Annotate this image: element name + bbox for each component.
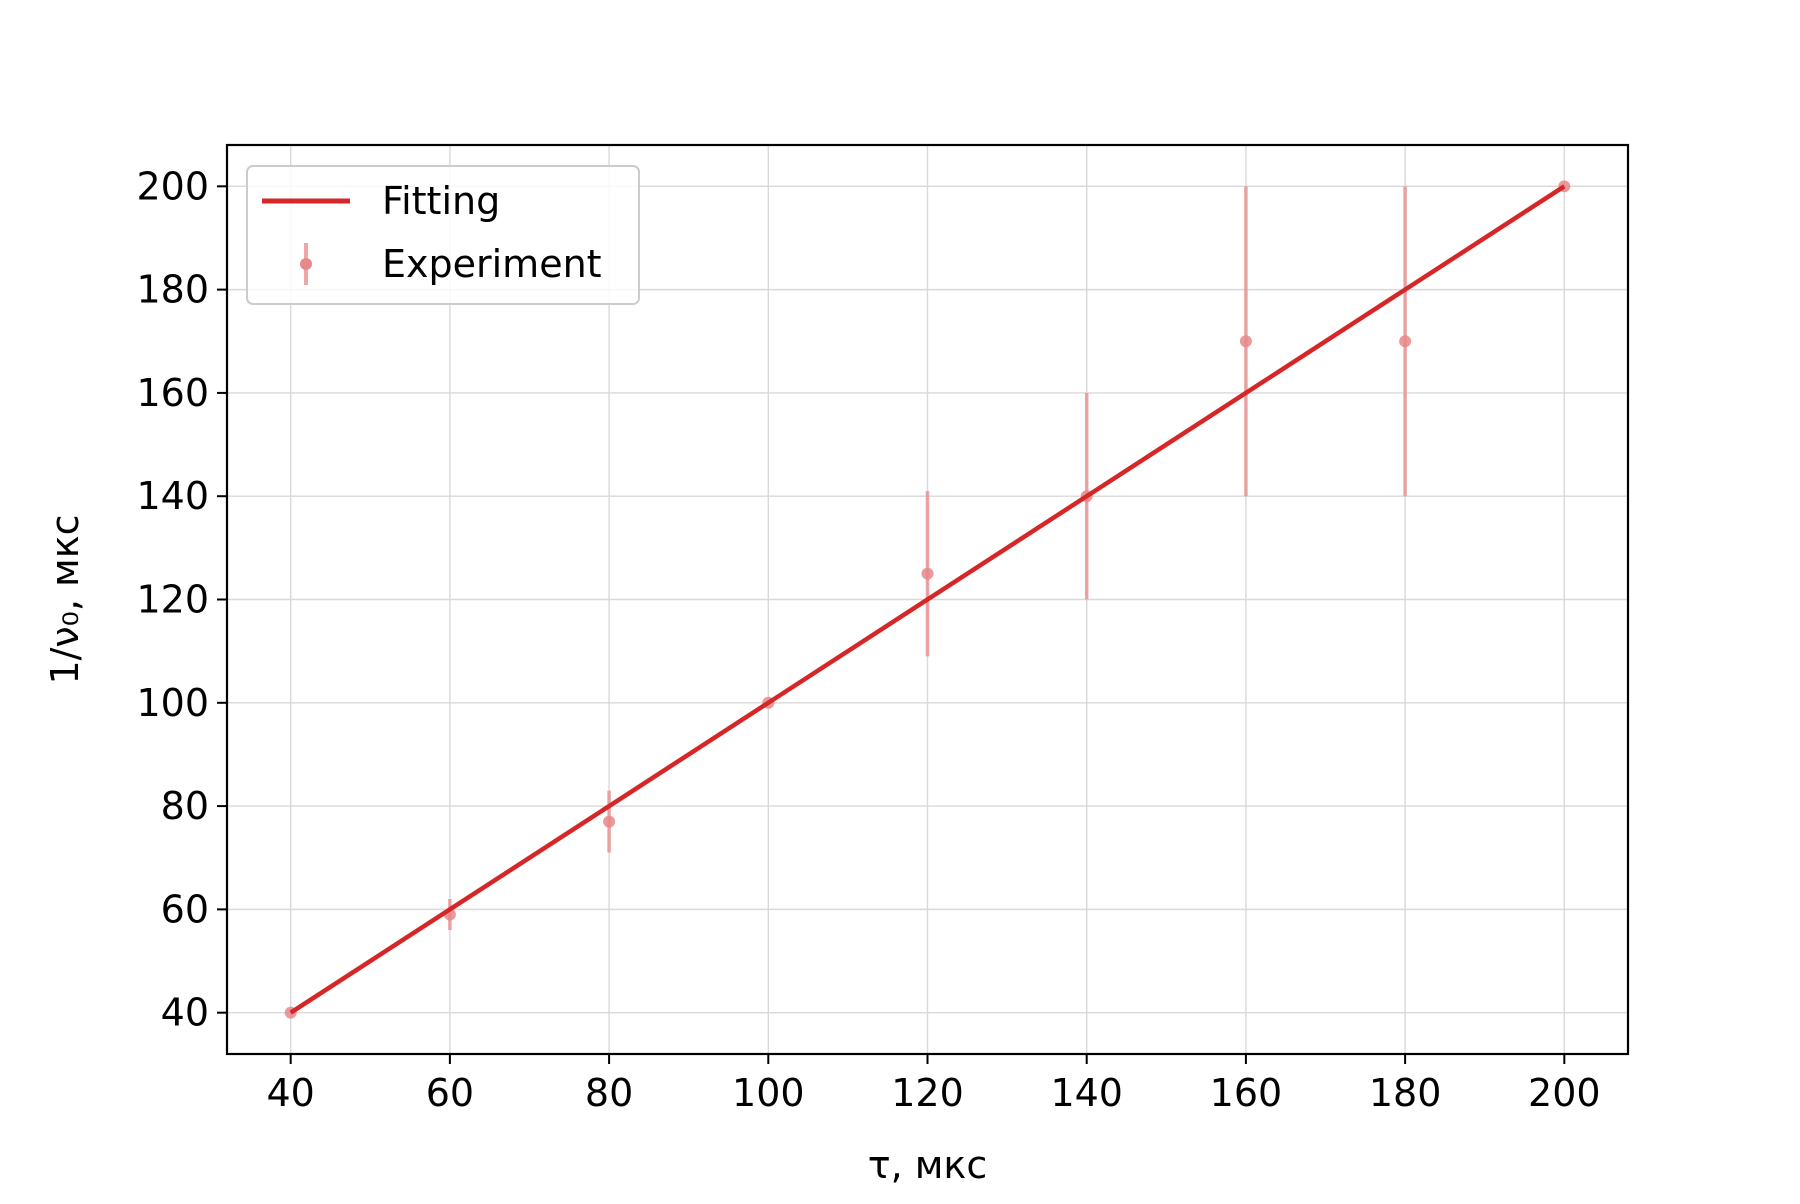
x-tick-label: 40 — [267, 1071, 315, 1115]
experiment-point — [603, 815, 616, 828]
experiment-point — [1239, 335, 1252, 348]
legend-fitting-label: Fitting — [382, 179, 500, 223]
y-axis-label: 1/ν₀, мкс — [43, 514, 87, 684]
x-tick-label: 80 — [585, 1071, 633, 1115]
legend: Fitting Experiment — [246, 165, 640, 305]
x-tick-label: 160 — [1210, 1071, 1283, 1115]
y-tick-label: 60 — [161, 887, 209, 931]
y-tick-label: 80 — [161, 784, 209, 828]
y-tick-label: 140 — [136, 474, 209, 518]
x-tick-label: 200 — [1528, 1071, 1601, 1115]
y-tick-label: 200 — [136, 164, 209, 208]
x-tick-label: 100 — [732, 1071, 805, 1115]
experiment-point — [1399, 335, 1412, 348]
y-tick-label: 40 — [161, 991, 209, 1035]
legend-experiment-label: Experiment — [382, 242, 602, 286]
y-tick-label: 160 — [136, 371, 209, 415]
x-tick-label: 140 — [1050, 1071, 1123, 1115]
legend-experiment-swatch-marker — [300, 258, 312, 270]
fit-line-layer — [289, 184, 1566, 1015]
y-tick-label: 180 — [136, 268, 209, 312]
y-tick-label: 120 — [136, 578, 209, 622]
x-tick-label: 60 — [426, 1071, 474, 1115]
x-axis-label: τ, мкс — [868, 1143, 988, 1187]
x-tick-label: 120 — [891, 1071, 964, 1115]
axis-ticks: 40 60 80 100 120 140 160 180 200 40 60 80 100 120 140 1… — [136, 164, 1600, 1115]
fitting-line — [289, 184, 1566, 1015]
y-tick-label: 100 — [136, 681, 209, 725]
experiment-point — [921, 567, 934, 580]
x-tick-label: 180 — [1369, 1071, 1442, 1115]
